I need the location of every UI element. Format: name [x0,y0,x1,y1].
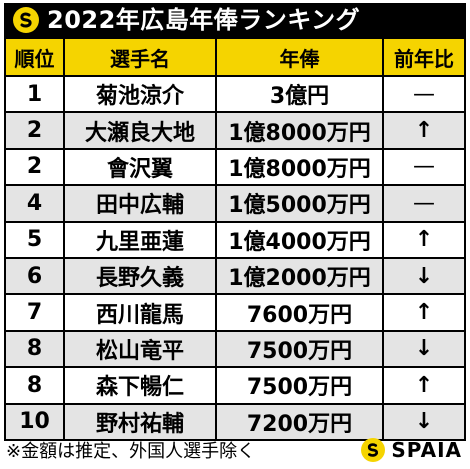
brand-name: SPAIA [391,438,462,462]
footnote: ※金額は推定、外国人選手除く [6,441,256,462]
rank-cell: 1 [26,81,43,107]
salary-cell: 7500万円 [215,368,382,403]
header-rank: 順位 [14,46,55,71]
name-cell: 西川龍馬 [63,295,215,330]
name-cell: 九里亜蓮 [63,222,215,257]
rank-cell: 8 [26,336,43,362]
header-name: 選手名 [63,39,215,75]
rank-cell: 2 [26,154,43,180]
change-cell: — [382,77,464,112]
table-row: 7 西川龍馬 7600万円 ↑ [6,293,464,330]
table-row: 4 田中広輔 1億5000万円 — [6,184,464,221]
table-header-row: 順位 選手名 年俸 前年比 [6,39,464,75]
spaia-logo-icon [361,438,386,462]
title-banner: 2022年広島年俸ランキング [4,3,466,37]
name-cell: 會沢翼 [63,149,215,185]
salary-cell: 1億8000万円 [215,113,382,148]
change-cell: ↓ [382,331,464,367]
name-cell: 長野久義 [63,258,215,294]
change-cell: — [382,149,464,185]
spaia-logo-icon [13,7,39,33]
salary-cell: 1億5000万円 [215,186,382,221]
name-cell: 大瀬良大地 [63,113,215,148]
salary-cell: 1億8000万円 [215,149,382,185]
page-title: 2022年広島年俸ランキング [47,6,361,34]
name-cell: 野村祐輔 [63,404,215,439]
brand-mark: SPAIA [361,436,462,464]
salary-cell: 3億円 [215,77,382,112]
rank-cell: 8 [26,372,43,398]
name-cell: 菊池涼介 [63,77,215,112]
salary-table: 順位 選手名 年俸 前年比 1 菊池涼介 3億円 —2 大瀬良大地 1億8000万円 ↑ 2 會… [4,37,466,441]
table-row: 1 菊池涼介 3億円 — [6,75,464,112]
change-cell: ↑ [382,368,464,403]
rank-cell: 10 [19,409,50,435]
salary-cell: 1億4000万円 [215,222,382,257]
salary-cell: 7200万円 [215,404,382,439]
header-salary: 年俸 [215,39,382,75]
table-row: 10 野村祐輔 7200万円 ↓ [6,402,464,439]
salary-cell: 1億2000万円 [215,258,382,294]
change-cell: — [382,186,464,221]
change-cell: ↓ [382,404,464,439]
salary-cell: 7500万円 [215,331,382,367]
table-row: 6 長野久義 1億2000万円 ↓ [6,256,464,294]
rank-cell: 5 [26,227,43,253]
change-cell: ↑ [382,113,464,148]
table-row: 5 九里亜蓮 1億4000万円 ↑ [6,220,464,257]
name-cell: 松山竜平 [63,331,215,367]
header-change: 前年比 [382,39,464,75]
salary-cell: 7600万円 [215,295,382,330]
name-cell: 田中広輔 [63,186,215,221]
rank-cell: 2 [26,118,43,144]
change-cell: ↑ [382,295,464,330]
rank-cell: 7 [26,300,43,326]
table-row: 2 會沢翼 1億8000万円 — [6,147,464,185]
rank-cell: 6 [26,263,43,289]
table-row: 8 森下暢仁 7500万円 ↑ [6,366,464,403]
change-cell: ↑ [382,222,464,257]
name-cell: 森下暢仁 [63,368,215,403]
table-row: 2 大瀬良大地 1億8000万円 ↑ [6,111,464,148]
table-row: 8 松山竜平 7500万円 ↓ [6,329,464,367]
rank-cell: 4 [26,190,43,216]
change-cell: ↓ [382,258,464,294]
